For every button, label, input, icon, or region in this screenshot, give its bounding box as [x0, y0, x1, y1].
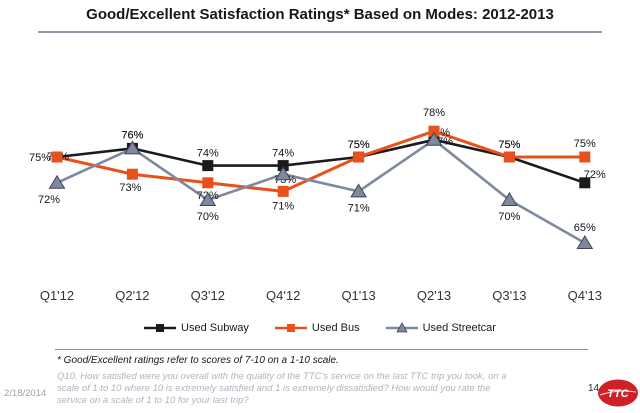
slide-date: 2/18/2014 — [4, 388, 47, 399]
marker-square — [202, 177, 214, 189]
x-axis-label: Q3'12 — [191, 288, 225, 303]
satisfaction-line-chart: Q1'12 Q2'12 Q3'12 Q4'12 Q1'13 Q2'13 Q3'13 Q4'13… — [29, 107, 606, 303]
legend-label: Used Streetcar — [422, 322, 496, 334]
marker-triangle — [576, 235, 594, 249]
series-line-used-streetcar — [55, 138, 587, 245]
slide-title: Good/Excellent Satisfaction Ratings* Bas… — [86, 6, 554, 23]
marker-triangle — [48, 174, 66, 189]
footnote: * Good/Excellent ratings refer to scores… — [57, 355, 339, 366]
marker-square — [277, 185, 289, 197]
data-label: 74% — [272, 148, 294, 160]
data-label: 76% — [121, 129, 143, 141]
legend-swatch-icon — [274, 324, 307, 332]
data-label: 74% — [197, 148, 219, 160]
marker-square — [126, 168, 138, 180]
legend-swatch-icon — [144, 324, 177, 332]
marker-square — [353, 151, 365, 163]
marker-triangle — [199, 192, 217, 206]
data-label: 65% — [574, 222, 596, 234]
data-label: 75% — [498, 139, 520, 151]
chart-bottom-border — [55, 349, 588, 350]
data-label: 70% — [498, 211, 520, 223]
chart-legend: Used Subway Used Bus Used Streetcar — [0, 322, 640, 334]
legend-item-used-streetcar: Used Streetcar — [385, 322, 496, 334]
marker-triangle — [501, 192, 518, 206]
data-label: 73% — [119, 182, 141, 194]
data-label: 71% — [272, 200, 294, 212]
legend-label: Used Bus — [311, 322, 360, 334]
legend-item-used-bus: Used Bus — [274, 322, 360, 334]
svg-text:TTC: TTC — [607, 388, 629, 400]
data-label: 75% — [348, 139, 370, 151]
marker-triangle — [425, 131, 443, 146]
title-underline — [38, 31, 602, 33]
data-label: 76% — [121, 129, 143, 141]
x-axis-label: Q4'13 — [568, 288, 602, 303]
x-axis-label: Q1'12 — [40, 288, 74, 303]
survey-question-text: Q10. How satisfied were you overall with… — [57, 371, 507, 406]
marker-square — [277, 160, 289, 172]
marker-square — [579, 151, 591, 163]
data-label: 70% — [197, 211, 219, 223]
data-label: 75% — [574, 138, 596, 150]
legend-item-used-subway: Used Subway — [144, 322, 249, 334]
marker-square — [579, 177, 591, 189]
marker-square — [428, 125, 440, 137]
marker-triangle — [124, 140, 141, 155]
page-number: 14 — [588, 383, 600, 394]
series-line-used-bus — [55, 129, 587, 193]
data-label: 75% — [498, 139, 520, 151]
marker-square — [503, 151, 515, 163]
marker-square — [51, 151, 63, 163]
ttc-logo-icon: TTC — [598, 379, 638, 407]
marker-triangle — [350, 183, 367, 198]
x-axis-label: Q1'13 — [341, 288, 375, 303]
data-label: 71% — [348, 202, 370, 214]
data-label: 75% — [29, 152, 51, 164]
data-label: 75% — [348, 139, 370, 151]
legend-swatch-icon — [385, 322, 418, 333]
legend-label: Used Subway — [181, 322, 249, 334]
x-axis-label: Q3'13 — [492, 288, 526, 303]
x-axis-label: Q2'13 — [417, 288, 451, 303]
x-axis-label: Q2'12 — [115, 288, 149, 303]
data-label: 72% — [38, 194, 60, 206]
marker-square — [202, 160, 214, 172]
marker-triangle — [274, 166, 292, 181]
x-axis-label: Q4'12 — [266, 288, 300, 303]
data-label: 78% — [423, 107, 445, 119]
